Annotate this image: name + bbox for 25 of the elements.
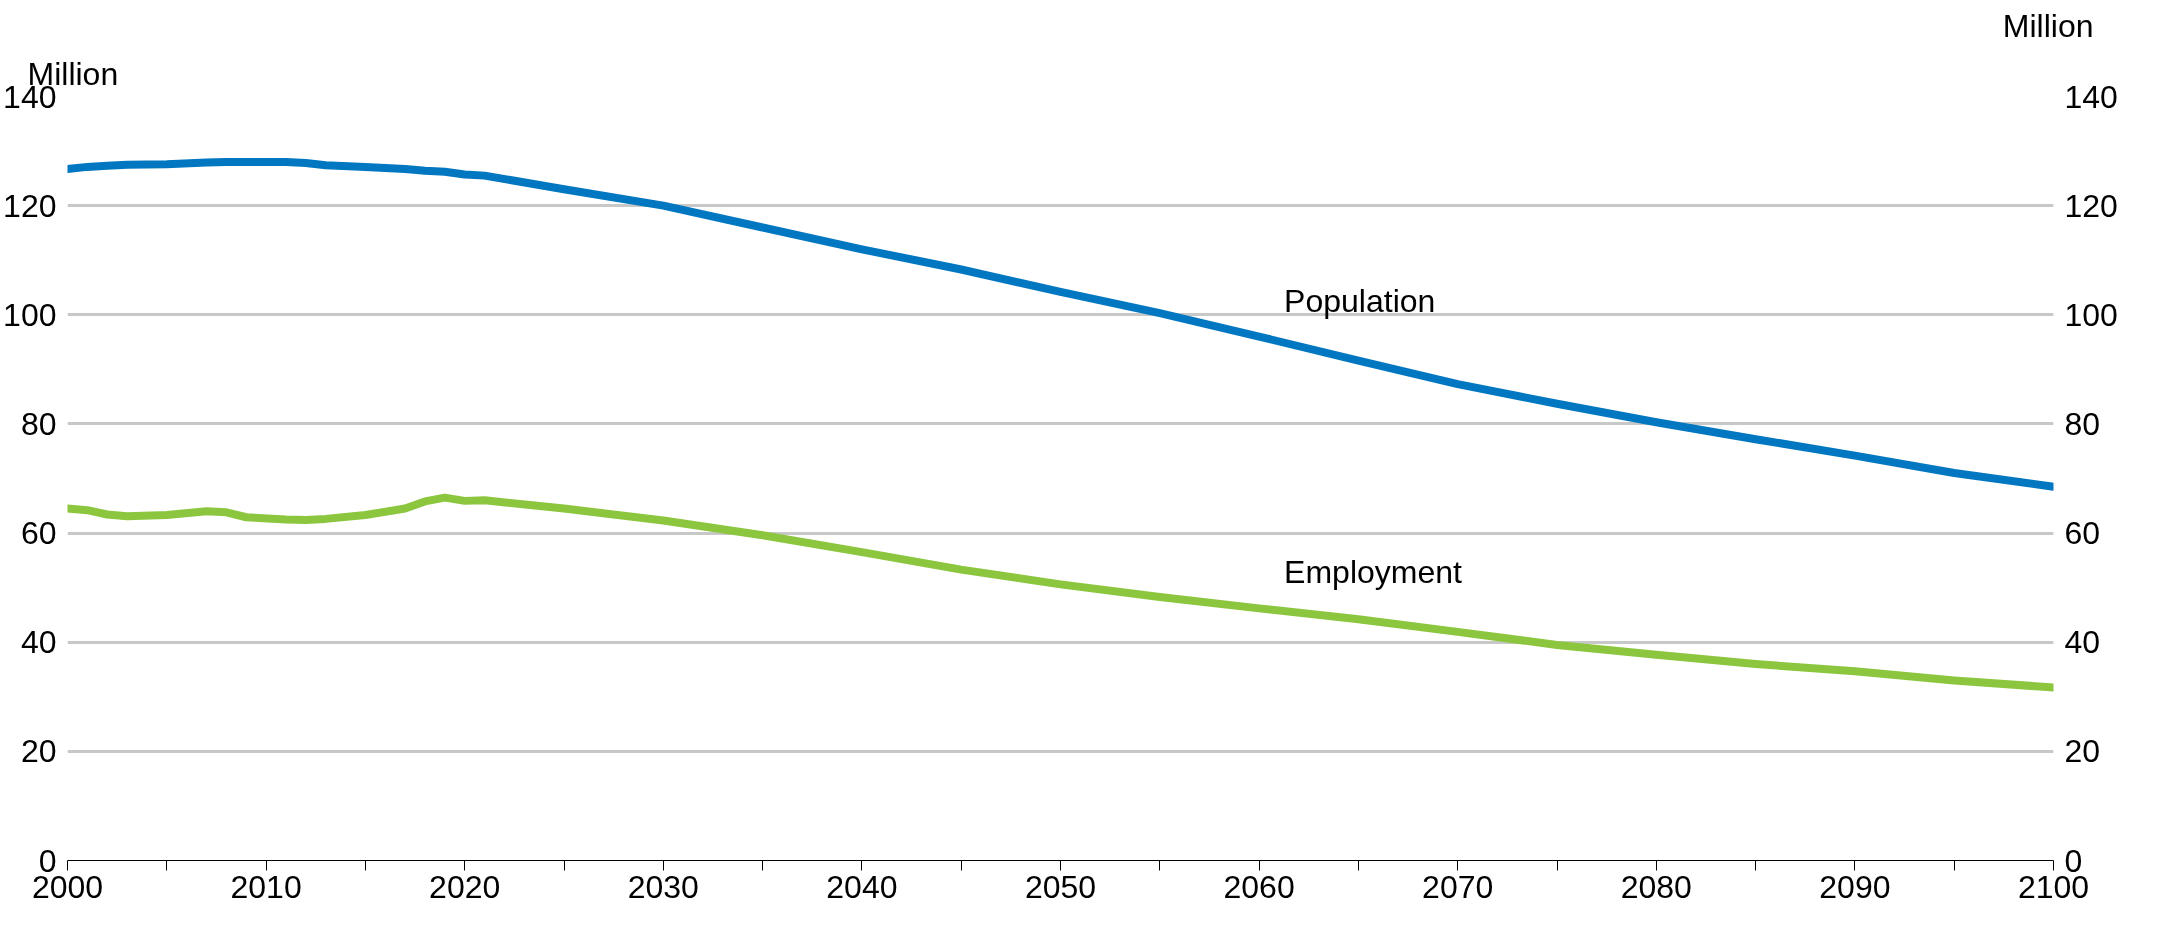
y-tick-label: 40: [20, 624, 57, 661]
y-tick-label: 80: [20, 405, 57, 442]
y-tick-label: 120: [3, 187, 57, 224]
series-label: Population: [1284, 282, 1436, 319]
y-tick-label: 20: [20, 733, 57, 770]
x-tick-label: 2080: [1620, 868, 1692, 905]
y2-tick-label: 20: [2064, 733, 2101, 770]
x-tick-label: 2050: [1024, 868, 1097, 905]
x-tick-label: 2070: [1422, 868, 1494, 905]
y-tick-label: 100: [3, 296, 57, 333]
x-tick-label: 2040: [826, 868, 898, 905]
series-label: Employment: [1284, 554, 1463, 591]
x-tick-label: 2010: [230, 868, 302, 905]
y2-tick-label: 140: [2064, 78, 2118, 115]
x-tick-label: 2090: [1819, 868, 1891, 905]
x-tick-label: 2030: [627, 868, 699, 905]
x-tick-label: 2020: [429, 868, 501, 905]
y2-tick-label: 40: [2064, 624, 2101, 661]
y2-tick-label: 80: [2064, 405, 2101, 442]
y2-tick-label: 120: [2064, 187, 2118, 224]
y2-tick-label: 100: [2064, 296, 2118, 333]
y2-axis-title: Million: [2002, 7, 2094, 44]
x-tick-label: 2060: [1223, 868, 1295, 905]
y-tick-label: 60: [20, 515, 57, 552]
y2-tick-label: 60: [2064, 515, 2101, 552]
